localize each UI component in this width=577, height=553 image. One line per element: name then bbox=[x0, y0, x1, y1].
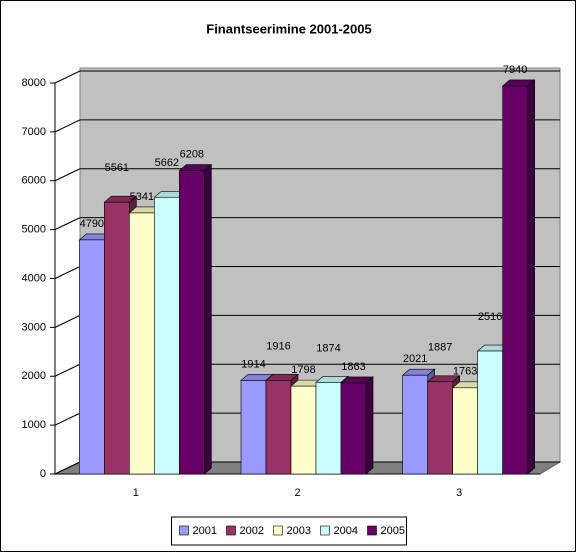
y-tick-label: 5000 bbox=[22, 224, 46, 236]
value-label: 4790 bbox=[80, 218, 104, 230]
bar-front bbox=[340, 382, 367, 475]
grid-line bbox=[54, 314, 81, 328]
legend-label: 2003 bbox=[287, 525, 311, 537]
x-tick-label: 2 bbox=[294, 487, 300, 499]
value-label: 1887 bbox=[428, 342, 452, 354]
y-tick-label: 0 bbox=[40, 468, 46, 480]
grid-line bbox=[54, 363, 81, 377]
grid-line bbox=[54, 168, 81, 182]
bar-side bbox=[204, 163, 212, 475]
value-label: 7940 bbox=[503, 64, 527, 76]
bar-front bbox=[502, 85, 528, 475]
x-tick-label: 1 bbox=[133, 487, 139, 499]
y-tick-label: 4000 bbox=[22, 272, 46, 284]
value-label: 1763 bbox=[453, 366, 477, 378]
value-label: 1916 bbox=[266, 340, 290, 352]
y-tick-label: 1000 bbox=[22, 419, 46, 431]
grid-line bbox=[54, 461, 81, 475]
bar-front bbox=[240, 380, 267, 475]
x-tick-label: 3 bbox=[456, 487, 462, 499]
bar bbox=[78, 233, 113, 475]
bar bbox=[178, 163, 213, 475]
bar bbox=[340, 376, 374, 475]
bar-front bbox=[104, 201, 130, 475]
legend-label: 2005 bbox=[381, 525, 405, 537]
bar-side bbox=[527, 79, 535, 475]
bar-front bbox=[129, 212, 155, 475]
value-label: 1874 bbox=[316, 342, 340, 354]
value-label: 5561 bbox=[105, 162, 129, 174]
bar-front bbox=[79, 239, 105, 475]
grid-line bbox=[54, 412, 81, 426]
y-tick-label: 3000 bbox=[22, 321, 46, 333]
legend-swatch bbox=[226, 525, 236, 536]
value-label: 2516 bbox=[478, 311, 502, 323]
bar bbox=[401, 368, 436, 475]
legend-label: 2001 bbox=[193, 525, 217, 537]
value-label: 1914 bbox=[241, 358, 265, 370]
legend-swatch bbox=[273, 525, 283, 536]
bar-side bbox=[365, 376, 374, 475]
grid-line bbox=[54, 217, 81, 231]
legend-label: 2004 bbox=[334, 525, 358, 537]
value-label: 1798 bbox=[291, 364, 315, 376]
bar-front bbox=[477, 350, 503, 475]
legend-swatch bbox=[367, 525, 377, 536]
grid-line bbox=[54, 266, 81, 279]
chart-title: Finantseerimine 2001-2005 bbox=[206, 21, 371, 36]
y-tick-label: 7000 bbox=[22, 126, 46, 138]
grid-line bbox=[54, 119, 81, 133]
legend-swatch bbox=[320, 525, 330, 536]
value-label: 1863 bbox=[341, 361, 365, 373]
y-tick-label: 2000 bbox=[22, 370, 46, 382]
bar bbox=[501, 79, 536, 475]
bar-front bbox=[154, 196, 180, 475]
value-label: 5662 bbox=[155, 157, 179, 169]
legend-swatch bbox=[179, 525, 189, 536]
value-label: 2021 bbox=[403, 353, 427, 365]
legend-label: 2002 bbox=[240, 525, 264, 537]
bar-front bbox=[315, 382, 342, 475]
value-label: 5341 bbox=[130, 191, 154, 203]
bar-front bbox=[427, 381, 453, 475]
y-tick-label: 8000 bbox=[22, 77, 46, 89]
bar-front bbox=[265, 380, 292, 475]
bar-front bbox=[290, 385, 317, 475]
bar-front bbox=[402, 374, 428, 475]
bar-front bbox=[179, 170, 205, 475]
bar-front bbox=[452, 387, 478, 475]
y-tick-label: 6000 bbox=[22, 175, 46, 187]
value-label: 6208 bbox=[180, 148, 204, 160]
grid-line bbox=[54, 70, 81, 84]
